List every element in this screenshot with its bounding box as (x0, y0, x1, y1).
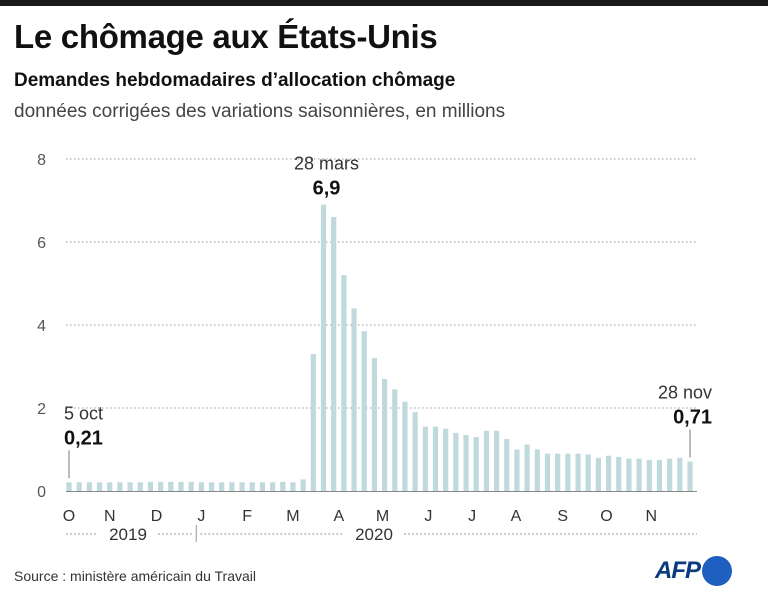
bar (656, 459, 663, 491)
annotation-value: 0,21 (64, 427, 103, 449)
bar (96, 482, 103, 491)
bar (371, 358, 378, 491)
bar (626, 458, 632, 491)
bar (117, 482, 123, 491)
bar (198, 482, 204, 491)
bar (565, 453, 571, 491)
bar (432, 426, 439, 491)
y-tick-label: 6 (37, 235, 46, 252)
x-tick-label: J (197, 508, 205, 525)
chart-subtitle: Demandes hebdomadaires d’allocation chôm… (14, 70, 456, 91)
bar (534, 449, 540, 491)
bar (453, 432, 459, 491)
bar (636, 458, 642, 491)
bar (504, 439, 510, 491)
source-note: Source : ministère américain du Travail (14, 568, 256, 584)
bar (229, 482, 235, 491)
bar (463, 434, 469, 491)
bar (147, 481, 154, 491)
bar (76, 482, 82, 491)
bar (616, 456, 622, 491)
y-tick-label: 8 (37, 152, 46, 169)
annotation-value: 6,9 (313, 178, 341, 200)
bar (677, 457, 683, 491)
bar (524, 444, 530, 491)
bar (493, 430, 500, 491)
bar (667, 458, 673, 491)
bar (188, 481, 194, 491)
bar (412, 412, 418, 491)
bar (575, 453, 581, 491)
bar (137, 482, 143, 491)
x-tick-label: O (63, 508, 75, 525)
x-tick-label: N (104, 508, 116, 525)
bar (270, 482, 276, 491)
afp-logo-dot (702, 556, 732, 586)
bar (300, 479, 306, 491)
bar (392, 389, 398, 491)
bar (555, 453, 561, 491)
x-tick-label: N (646, 508, 658, 525)
bar (86, 482, 92, 491)
bar (514, 449, 520, 491)
year-label: 2020 (355, 525, 393, 544)
afp-logo: AFP (655, 556, 732, 586)
year-label: 2019 (109, 525, 147, 544)
bar (585, 454, 591, 491)
bar (605, 455, 612, 491)
bar (158, 481, 164, 491)
bar (381, 378, 388, 491)
bar (687, 461, 693, 491)
bar (341, 275, 347, 491)
x-tick-label: M (286, 508, 299, 525)
annotation-date: 28 nov (658, 383, 712, 403)
x-tick-label: F (242, 508, 252, 525)
bar (178, 481, 184, 491)
bar (259, 482, 266, 491)
bar (544, 453, 551, 491)
annotation-date: 28 mars (294, 154, 359, 174)
x-tick-label: J (424, 508, 432, 525)
bar (422, 426, 428, 491)
bar (331, 217, 337, 491)
annotation-value: 0,71 (673, 407, 712, 429)
x-tick-label: D (151, 508, 163, 525)
bar (249, 482, 255, 491)
bar (280, 481, 286, 491)
bar (646, 459, 652, 491)
x-tick-label: S (557, 508, 568, 525)
bar (595, 457, 601, 491)
x-tick-label: A (333, 508, 344, 525)
y-tick-label: 4 (37, 318, 46, 335)
x-tick-label: M (376, 508, 389, 525)
y-tick-label: 0 (37, 484, 46, 501)
bar (473, 437, 479, 491)
afp-logo-text: AFP (655, 557, 701, 584)
bar (107, 482, 113, 491)
top-rule (0, 0, 768, 6)
bar (127, 482, 133, 491)
bar (361, 331, 367, 491)
bar (443, 428, 449, 491)
bar (239, 482, 245, 491)
bar (290, 482, 296, 491)
bar (402, 401, 408, 491)
bar (168, 481, 174, 491)
bar (66, 482, 72, 491)
bar (310, 354, 316, 491)
y-tick-label: 2 (37, 401, 46, 418)
x-tick-label: J (468, 508, 476, 525)
bar (483, 430, 489, 491)
bar (208, 482, 215, 491)
bar (219, 482, 225, 491)
x-tick-label: A (511, 508, 522, 525)
bar (320, 204, 327, 491)
chart-title: Le chômage aux États-Unis (14, 18, 438, 55)
annotation-date: 5 oct (64, 403, 103, 423)
chart-description: données corrigées des variations saisonn… (14, 101, 506, 122)
x-tick-label: O (600, 508, 612, 525)
bar (351, 308, 357, 491)
